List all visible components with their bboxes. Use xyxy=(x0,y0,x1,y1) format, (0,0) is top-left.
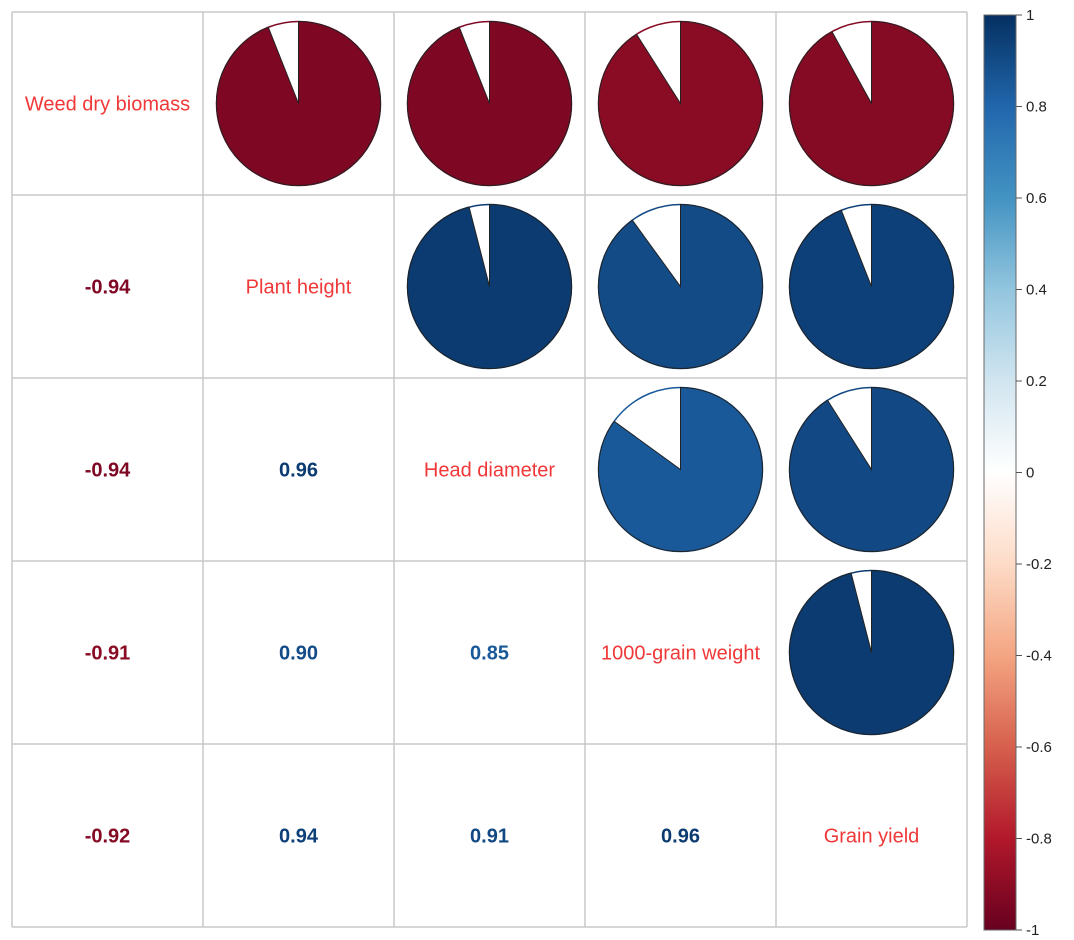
pie-slice xyxy=(598,20,763,186)
pie-mark xyxy=(788,20,955,187)
colorbar-tick-label: -0.4 xyxy=(1026,648,1052,665)
coefficient-label: 0.94 xyxy=(279,826,319,848)
pie-mark xyxy=(406,203,573,370)
colorbar-tick-label: -0.8 xyxy=(1026,831,1052,848)
diagonal-variable-label: Grain yield xyxy=(824,826,920,848)
pie-slice xyxy=(407,203,573,369)
pie-slice xyxy=(598,203,763,369)
coefficient-label: -0.91 xyxy=(85,643,131,665)
pie-mark xyxy=(597,20,764,187)
pie-mark xyxy=(788,203,955,370)
coefficient-label: 0.91 xyxy=(470,826,509,848)
pie-slice xyxy=(216,20,381,186)
pie-slice xyxy=(789,569,955,735)
pie-slice xyxy=(597,386,763,552)
coefficient-label: -0.94 xyxy=(85,277,131,299)
coefficient-label: 0.96 xyxy=(661,826,700,848)
colorbar-tick-label: 0.4 xyxy=(1026,282,1047,299)
pie-mark xyxy=(597,203,764,370)
pie-mark xyxy=(788,386,955,553)
pie-mark xyxy=(788,569,955,736)
colorbar-tick-label: -0.6 xyxy=(1026,739,1052,756)
matrix-cells: Weed dry biomass Plant height Head diamete… xyxy=(25,20,955,848)
grid xyxy=(11,11,968,928)
colorbar: 1 0.8 0.6 0.4 0.2 0 -0.2 -0.4 -0.6 -0.8 -1 xyxy=(983,7,1052,939)
coefficient-label: -0.92 xyxy=(85,826,131,848)
pie-slice xyxy=(789,20,954,186)
colorbar-tick-label: 0.8 xyxy=(1026,99,1047,116)
pie-mark xyxy=(215,20,382,187)
colorbar-tick-label: 0.2 xyxy=(1026,373,1047,390)
diagonal-variable-label: Weed dry biomass xyxy=(25,94,190,116)
colorbar-tick-label: -1 xyxy=(1026,922,1039,939)
pie-slice xyxy=(789,386,954,552)
pie-slice xyxy=(407,20,572,186)
coefficient-label: 0.90 xyxy=(279,643,318,665)
coefficient-label: 0.85 xyxy=(470,643,509,665)
diagonal-variable-label: Plant height xyxy=(246,277,352,299)
colorbar-tick-label: 0.6 xyxy=(1026,190,1047,207)
colorbar-tick-label: 0 xyxy=(1026,465,1034,482)
pie-slice xyxy=(789,203,954,369)
pie-mark xyxy=(406,20,573,187)
colorbar-tick-label: -0.2 xyxy=(1026,556,1052,573)
colorbar-tick-label: 1 xyxy=(1026,7,1034,24)
coefficient-label: 0.96 xyxy=(279,460,318,482)
coefficient-label: -0.94 xyxy=(85,460,131,482)
colorbar-gradient xyxy=(983,14,1017,931)
diagonal-variable-label: Head diameter xyxy=(424,460,556,482)
pie-mark xyxy=(597,386,764,553)
diagonal-variable-label: 1000-grain weight xyxy=(601,643,760,665)
